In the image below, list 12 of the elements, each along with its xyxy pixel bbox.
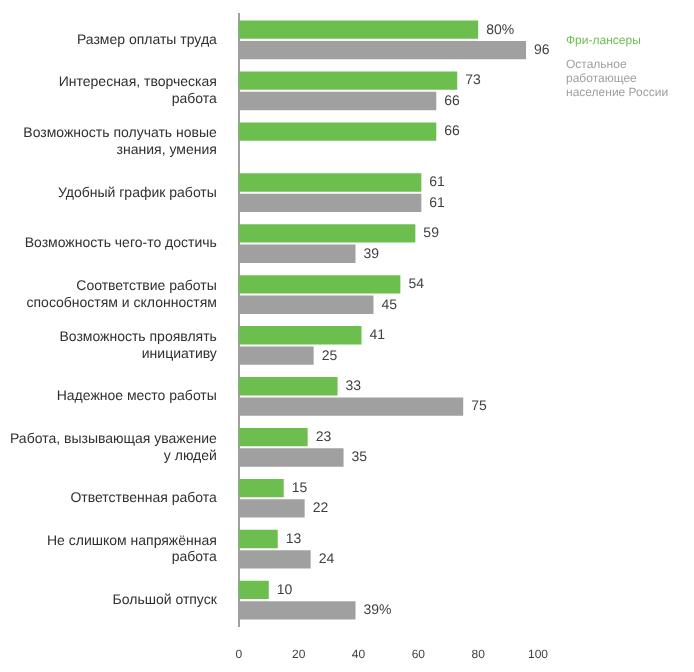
bar (238, 173, 422, 192)
bar (238, 478, 284, 498)
bar (238, 71, 458, 90)
bar (238, 427, 308, 447)
bar (238, 529, 278, 549)
bar (238, 224, 416, 243)
bar (238, 580, 269, 600)
bar (238, 377, 338, 396)
bar (238, 122, 437, 141)
bar (238, 20, 479, 39)
bar (238, 275, 401, 294)
bar (238, 326, 362, 345)
